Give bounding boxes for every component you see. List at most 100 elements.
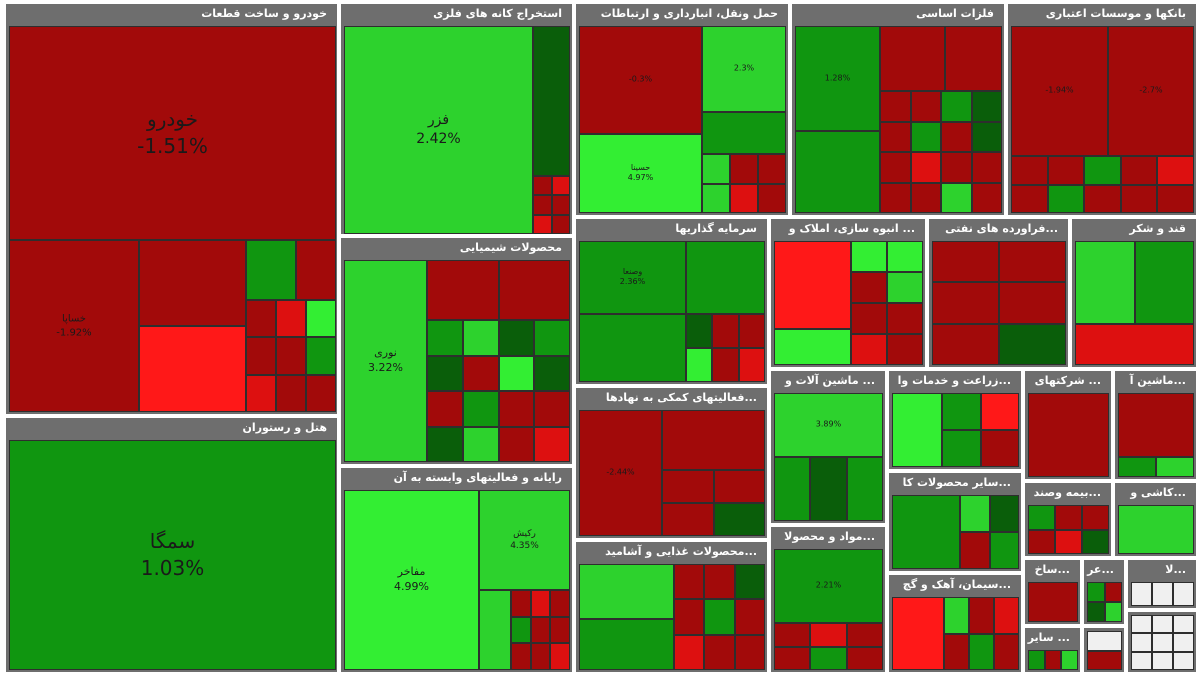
stock-tile[interactable] xyxy=(533,26,570,176)
stock-tile[interactable] xyxy=(887,334,923,365)
stock-tile[interactable] xyxy=(1087,602,1105,622)
stock-tile[interactable]: حسینا 4.97% xyxy=(579,134,702,213)
stock-tile[interactable] xyxy=(246,374,276,412)
stock-tile[interactable] xyxy=(1055,505,1082,530)
stock-tile[interactable] xyxy=(1131,615,1152,634)
stock-tile[interactable] xyxy=(960,532,990,569)
stock-tile[interactable] xyxy=(1118,457,1156,477)
stock-tile[interactable] xyxy=(1047,156,1085,185)
stock-tile[interactable] xyxy=(462,426,499,462)
stock-tile[interactable] xyxy=(712,314,739,348)
stock-tile[interactable] xyxy=(887,241,923,272)
stock-tile[interactable] xyxy=(533,176,552,196)
stock-tile[interactable] xyxy=(738,314,765,348)
stock-tile[interactable] xyxy=(932,241,999,283)
stock-tile[interactable] xyxy=(851,334,887,365)
stock-tile[interactable] xyxy=(246,337,276,375)
stock-tile[interactable] xyxy=(1120,184,1158,213)
stock-tile[interactable] xyxy=(880,182,911,213)
stock-tile[interactable] xyxy=(276,300,306,338)
stock-tile[interactable] xyxy=(774,457,811,521)
stock-tile[interactable]: مفاخر 4.99% xyxy=(344,490,479,670)
stock-tile[interactable] xyxy=(1173,651,1194,670)
stock-tile[interactable]: فزر 2.42% xyxy=(344,26,533,234)
stock-tile[interactable] xyxy=(1118,393,1194,457)
stock-tile[interactable] xyxy=(738,348,765,382)
stock-tile[interactable] xyxy=(1082,505,1109,530)
stock-tile[interactable] xyxy=(1028,393,1109,477)
stock-tile[interactable] xyxy=(1084,184,1121,213)
stock-tile[interactable] xyxy=(1157,156,1194,185)
stock-tile[interactable] xyxy=(704,599,735,635)
stock-tile[interactable] xyxy=(1075,241,1135,324)
stock-tile[interactable] xyxy=(712,348,739,382)
stock-tile[interactable] xyxy=(498,260,570,320)
stock-tile[interactable]: 2.21% xyxy=(774,549,883,623)
stock-tile[interactable]: سمگا 1.03% xyxy=(9,440,336,670)
stock-tile[interactable] xyxy=(479,590,511,670)
stock-tile[interactable] xyxy=(941,182,972,213)
stock-tile[interactable] xyxy=(774,241,851,329)
stock-tile[interactable] xyxy=(1084,156,1121,185)
stock-tile[interactable] xyxy=(276,337,306,375)
stock-tile[interactable] xyxy=(892,393,942,467)
stock-tile[interactable] xyxy=(910,152,941,183)
stock-tile[interactable] xyxy=(1152,651,1173,670)
stock-tile[interactable] xyxy=(530,643,551,670)
stock-tile[interactable] xyxy=(674,634,705,670)
stock-tile[interactable] xyxy=(296,240,336,300)
stock-tile[interactable] xyxy=(511,616,531,644)
stock-tile[interactable] xyxy=(734,564,765,600)
stock-tile[interactable] xyxy=(887,272,923,303)
stock-tile[interactable] xyxy=(276,374,306,412)
stock-tile[interactable] xyxy=(462,320,499,356)
stock-tile[interactable] xyxy=(1087,631,1122,651)
stock-tile[interactable] xyxy=(1011,156,1048,185)
stock-tile[interactable] xyxy=(774,623,811,647)
stock-tile[interactable] xyxy=(932,323,999,365)
stock-tile[interactable] xyxy=(306,300,336,338)
stock-tile[interactable] xyxy=(971,121,1002,152)
stock-tile[interactable] xyxy=(1055,529,1082,554)
stock-tile[interactable] xyxy=(1157,184,1194,213)
stock-tile[interactable] xyxy=(945,26,1002,91)
stock-tile[interactable] xyxy=(758,154,786,184)
stock-tile[interactable] xyxy=(1131,633,1152,652)
stock-tile[interactable] xyxy=(994,633,1019,670)
stock-tile[interactable] xyxy=(662,410,765,470)
stock-tile[interactable]: 3.89% xyxy=(774,393,883,457)
stock-tile[interactable] xyxy=(662,503,714,536)
stock-tile[interactable] xyxy=(1173,633,1194,652)
stock-tile[interactable] xyxy=(942,430,981,467)
stock-tile[interactable] xyxy=(713,470,765,503)
stock-tile[interactable] xyxy=(1152,582,1173,606)
stock-tile[interactable] xyxy=(969,633,994,670)
stock-tile[interactable] xyxy=(674,564,705,600)
stock-tile[interactable] xyxy=(999,282,1066,324)
stock-tile[interactable] xyxy=(462,355,499,391)
stock-tile[interactable] xyxy=(702,154,730,184)
stock-tile[interactable] xyxy=(892,495,960,569)
stock-tile[interactable] xyxy=(246,240,296,300)
stock-tile[interactable] xyxy=(551,195,570,215)
stock-tile[interactable] xyxy=(579,564,674,619)
stock-tile[interactable] xyxy=(674,599,705,635)
stock-tile[interactable] xyxy=(534,355,570,391)
stock-tile[interactable] xyxy=(1087,650,1122,670)
stock-tile[interactable] xyxy=(846,457,883,521)
stock-tile[interactable] xyxy=(704,634,735,670)
stock-tile[interactable] xyxy=(932,282,999,324)
stock-tile[interactable] xyxy=(534,391,570,427)
stock-tile[interactable] xyxy=(810,646,847,670)
stock-tile[interactable] xyxy=(427,355,463,391)
stock-tile[interactable]: خساپا -1.92% xyxy=(9,240,139,412)
stock-tile[interactable] xyxy=(1156,457,1194,477)
stock-tile[interactable] xyxy=(1047,184,1085,213)
stock-tile[interactable] xyxy=(662,470,714,503)
stock-tile[interactable] xyxy=(910,91,941,122)
stock-tile[interactable] xyxy=(686,314,713,348)
stock-tile[interactable] xyxy=(1118,505,1194,554)
stock-tile[interactable] xyxy=(1135,241,1194,324)
stock-tile[interactable] xyxy=(306,337,336,375)
stock-tile[interactable] xyxy=(704,564,735,600)
